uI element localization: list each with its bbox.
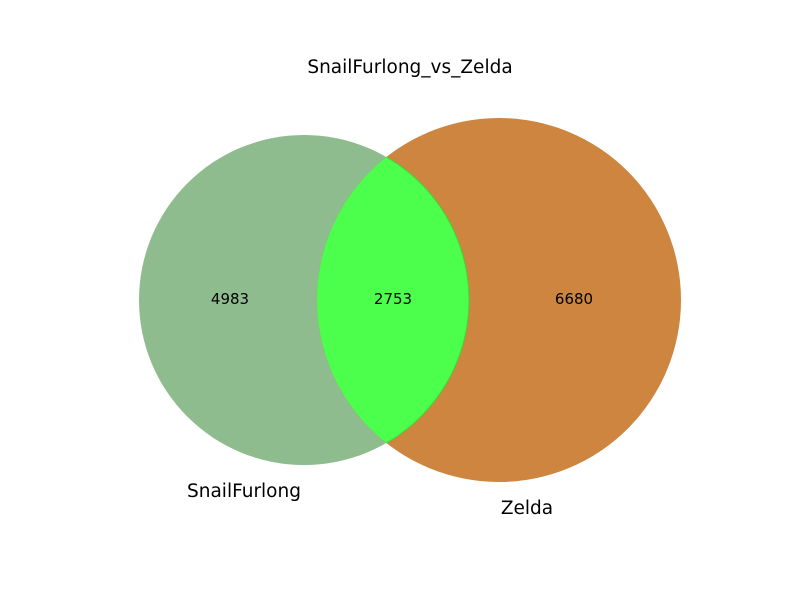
count-zelda-only: 6680 [555,290,593,308]
intersection-region [317,134,470,466]
chart-title: SnailFurlong_vs_Zelda [307,57,512,78]
set-label-zelda: Zelda [501,498,553,519]
count-snailfurlong-only: 4983 [211,290,249,308]
count-intersection: 2753 [374,290,412,308]
set-label-snailfurlong: SnailFurlong [187,481,301,502]
